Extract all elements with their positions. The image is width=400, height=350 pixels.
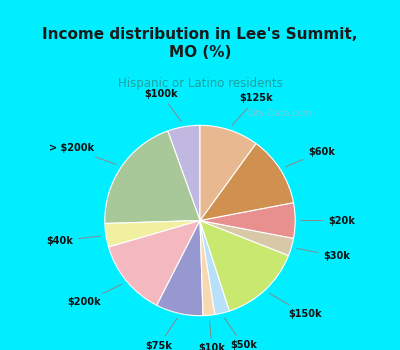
Text: $200k: $200k bbox=[67, 284, 122, 307]
Wedge shape bbox=[168, 125, 200, 220]
Wedge shape bbox=[200, 220, 288, 311]
Wedge shape bbox=[200, 220, 294, 256]
Text: > $200k: > $200k bbox=[48, 143, 116, 164]
Wedge shape bbox=[105, 131, 200, 224]
Wedge shape bbox=[200, 203, 295, 238]
Wedge shape bbox=[200, 144, 294, 220]
Text: $60k: $60k bbox=[285, 147, 335, 167]
Text: $150k: $150k bbox=[270, 293, 322, 319]
Text: Income distribution in Lee's Summit,
MO (%): Income distribution in Lee's Summit, MO … bbox=[42, 27, 358, 60]
Text: $40k: $40k bbox=[46, 236, 100, 246]
Text: $100k: $100k bbox=[144, 89, 182, 122]
Text: $125k: $125k bbox=[232, 93, 273, 125]
Text: $50k: $50k bbox=[224, 318, 257, 350]
Wedge shape bbox=[200, 220, 230, 315]
Wedge shape bbox=[105, 220, 200, 247]
Text: $10k: $10k bbox=[199, 321, 226, 350]
Wedge shape bbox=[200, 125, 256, 220]
Text: City-Data.com: City-Data.com bbox=[242, 108, 312, 118]
Wedge shape bbox=[108, 220, 200, 305]
Text: $30k: $30k bbox=[297, 248, 350, 261]
Text: Hispanic or Latino residents: Hispanic or Latino residents bbox=[118, 77, 282, 90]
Wedge shape bbox=[200, 220, 215, 316]
Text: $20k: $20k bbox=[301, 216, 355, 225]
Text: $75k: $75k bbox=[145, 318, 177, 350]
Wedge shape bbox=[157, 220, 203, 316]
